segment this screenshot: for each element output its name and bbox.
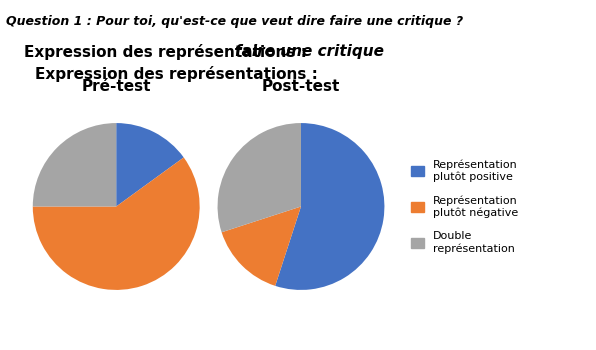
Title: Pré-test: Pré-test (82, 79, 151, 94)
Text: Question 1 : Pour toi, qu'est-ce que veut dire faire une critique ?: Question 1 : Pour toi, qu'est-ce que veu… (6, 14, 463, 28)
Wedge shape (33, 123, 116, 206)
Wedge shape (116, 123, 184, 206)
Wedge shape (33, 158, 200, 290)
Wedge shape (218, 123, 301, 232)
Text: faire une critique: faire une critique (235, 44, 384, 59)
Wedge shape (222, 206, 301, 286)
Text: Expression des représentations :: Expression des représentations : (35, 66, 323, 82)
Text: Expression des représentations :: Expression des représentations : (24, 44, 312, 60)
Title: Post-test: Post-test (262, 79, 340, 94)
Legend: Représentation
plutôt positive, Représentation
plutôt négative, Double
représent: Représentation plutôt positive, Représen… (411, 159, 519, 254)
Wedge shape (275, 123, 384, 290)
